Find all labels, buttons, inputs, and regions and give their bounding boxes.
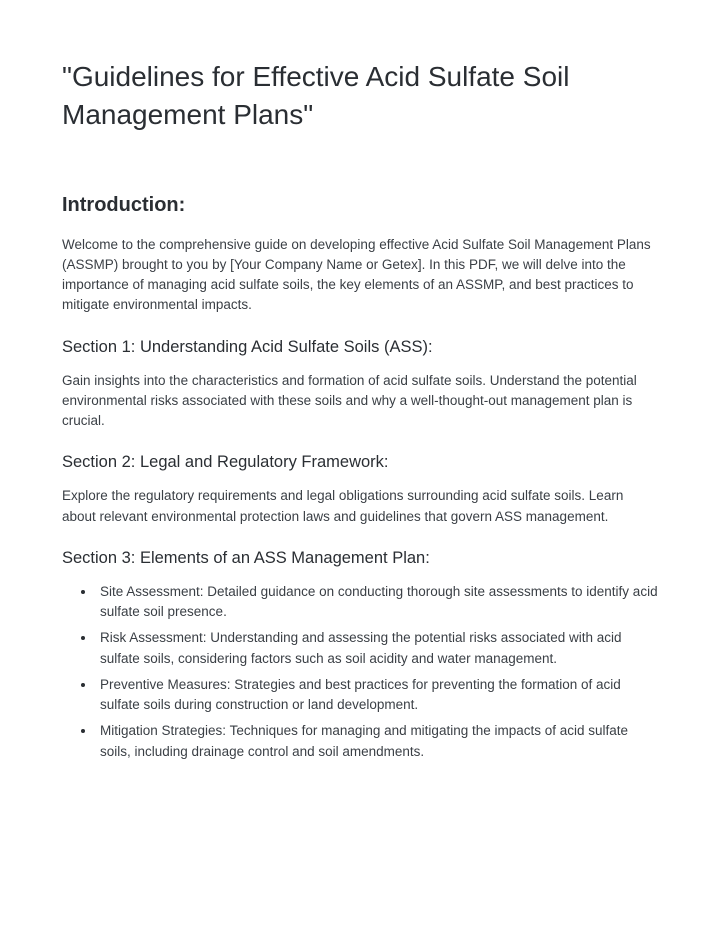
section2-heading: Section 2: Legal and Regulatory Framewor… (62, 453, 658, 472)
list-item: Preventive Measures: Strategies and best… (96, 675, 658, 716)
intro-heading: Introduction: (62, 194, 658, 217)
page-title: "Guidelines for Effective Acid Sulfate S… (62, 58, 658, 134)
section3-heading: Section 3: Elements of an ASS Management… (62, 549, 658, 568)
list-item: Risk Assessment: Understanding and asses… (96, 628, 658, 669)
section1-body: Gain insights into the characteristics a… (62, 371, 658, 432)
section3-list: Site Assessment: Detailed guidance on co… (96, 582, 658, 762)
section1-heading: Section 1: Understanding Acid Sulfate So… (62, 338, 658, 357)
section2-body: Explore the regulatory requirements and … (62, 486, 658, 527)
list-item: Mitigation Strategies: Techniques for ma… (96, 721, 658, 762)
list-item: Site Assessment: Detailed guidance on co… (96, 582, 658, 623)
intro-body: Welcome to the comprehensive guide on de… (62, 235, 658, 316)
